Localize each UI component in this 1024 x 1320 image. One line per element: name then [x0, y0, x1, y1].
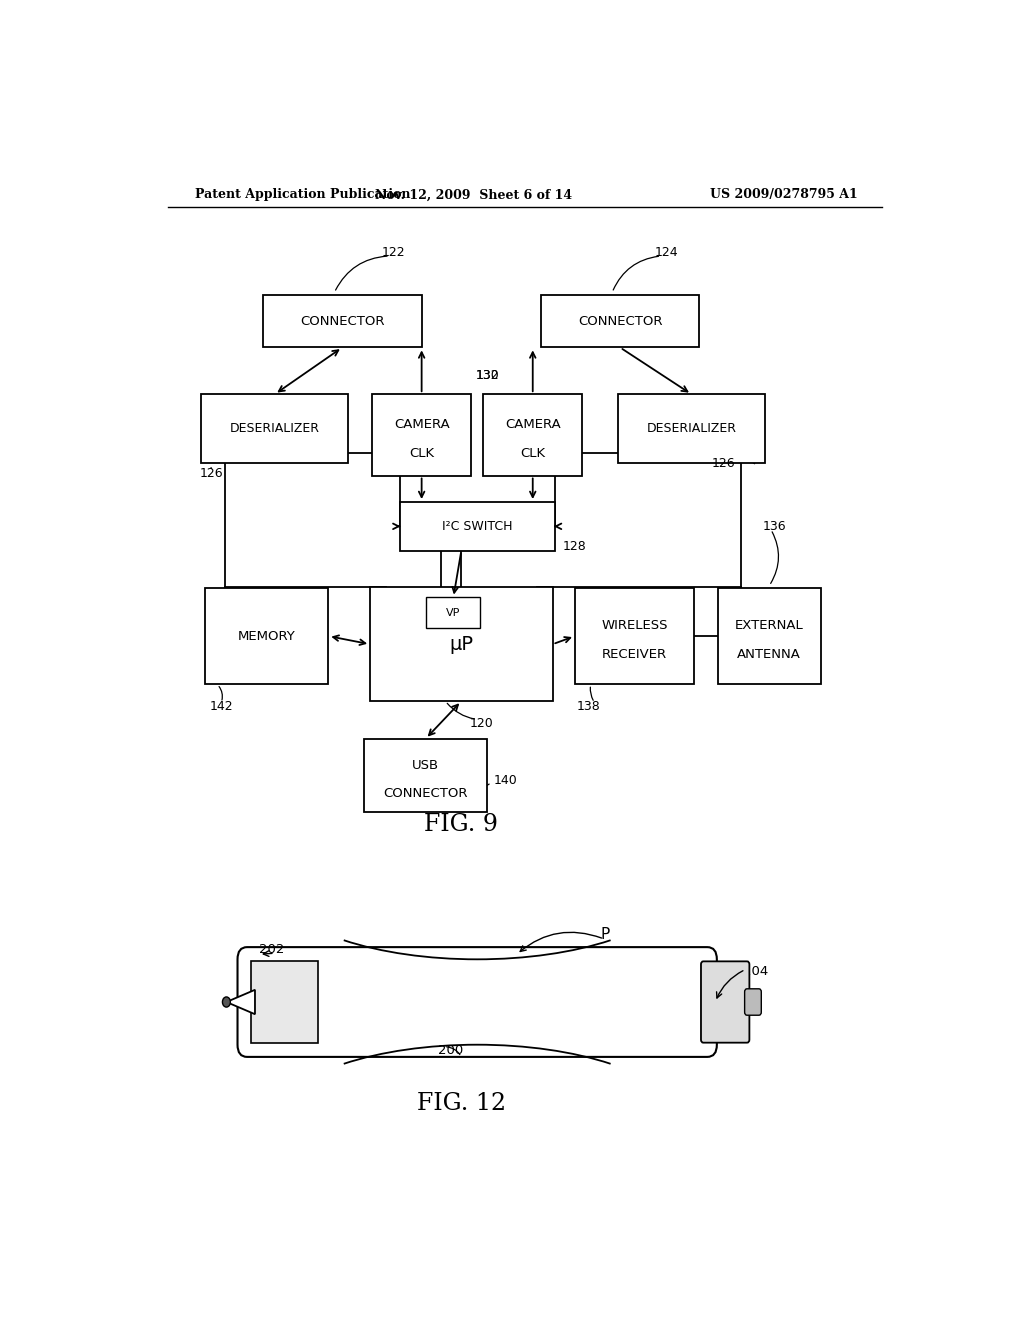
FancyBboxPatch shape	[718, 587, 821, 684]
Text: WIRELESS: WIRELESS	[601, 619, 668, 632]
Text: FIG. 12: FIG. 12	[417, 1092, 506, 1115]
FancyBboxPatch shape	[574, 587, 694, 684]
Text: 138: 138	[577, 700, 600, 713]
FancyBboxPatch shape	[426, 598, 480, 628]
Text: μP: μP	[450, 635, 473, 653]
Text: 142: 142	[209, 700, 233, 713]
Text: Patent Application Publication: Patent Application Publication	[196, 189, 411, 202]
Text: 126: 126	[712, 457, 735, 470]
FancyBboxPatch shape	[370, 587, 553, 701]
Text: EXTERNAL: EXTERNAL	[735, 619, 804, 632]
Text: 124: 124	[655, 247, 679, 260]
Text: 120: 120	[469, 717, 493, 730]
Text: Nov. 12, 2009  Sheet 6 of 14: Nov. 12, 2009 Sheet 6 of 14	[375, 189, 571, 202]
Text: VP: VP	[446, 607, 461, 618]
FancyBboxPatch shape	[251, 961, 318, 1043]
Text: FIG. 9: FIG. 9	[424, 813, 499, 836]
Text: 122: 122	[382, 247, 406, 260]
FancyBboxPatch shape	[541, 294, 699, 347]
Text: 136: 136	[763, 520, 786, 533]
Ellipse shape	[222, 997, 230, 1007]
Text: 132: 132	[475, 370, 499, 383]
Text: CAMERA: CAMERA	[505, 418, 560, 432]
FancyBboxPatch shape	[202, 395, 348, 463]
FancyBboxPatch shape	[618, 395, 765, 463]
FancyBboxPatch shape	[238, 948, 717, 1057]
Text: 130: 130	[475, 370, 499, 383]
FancyBboxPatch shape	[263, 294, 422, 347]
FancyBboxPatch shape	[365, 739, 487, 812]
Text: 140: 140	[494, 774, 517, 787]
Text: DESERIALIZER: DESERIALIZER	[229, 422, 319, 436]
Text: 200: 200	[437, 1044, 463, 1057]
Text: 202: 202	[259, 942, 285, 956]
Text: RECEIVER: RECEIVER	[602, 648, 667, 661]
FancyBboxPatch shape	[372, 395, 471, 475]
FancyBboxPatch shape	[744, 989, 761, 1015]
Text: DESERIALIZER: DESERIALIZER	[646, 422, 736, 436]
Text: CAMERA: CAMERA	[394, 418, 450, 432]
FancyBboxPatch shape	[701, 961, 750, 1043]
Text: P: P	[600, 928, 609, 942]
Text: CLK: CLK	[520, 446, 546, 459]
Text: US 2009/0278795 A1: US 2009/0278795 A1	[711, 189, 858, 202]
Text: I²C SWITCH: I²C SWITCH	[442, 520, 512, 533]
FancyBboxPatch shape	[483, 395, 583, 475]
FancyBboxPatch shape	[399, 502, 555, 550]
Text: CONNECTOR: CONNECTOR	[300, 314, 385, 327]
Text: CONNECTOR: CONNECTOR	[383, 787, 468, 800]
Text: 128: 128	[562, 540, 587, 553]
Text: 204: 204	[743, 965, 768, 978]
FancyBboxPatch shape	[206, 587, 329, 684]
Text: CONNECTOR: CONNECTOR	[578, 314, 663, 327]
Text: USB: USB	[412, 759, 439, 772]
Text: MEMORY: MEMORY	[238, 630, 296, 643]
Polygon shape	[226, 990, 255, 1014]
Text: 126: 126	[200, 467, 223, 480]
Text: CLK: CLK	[409, 446, 434, 459]
Text: ANTENNA: ANTENNA	[737, 648, 801, 661]
